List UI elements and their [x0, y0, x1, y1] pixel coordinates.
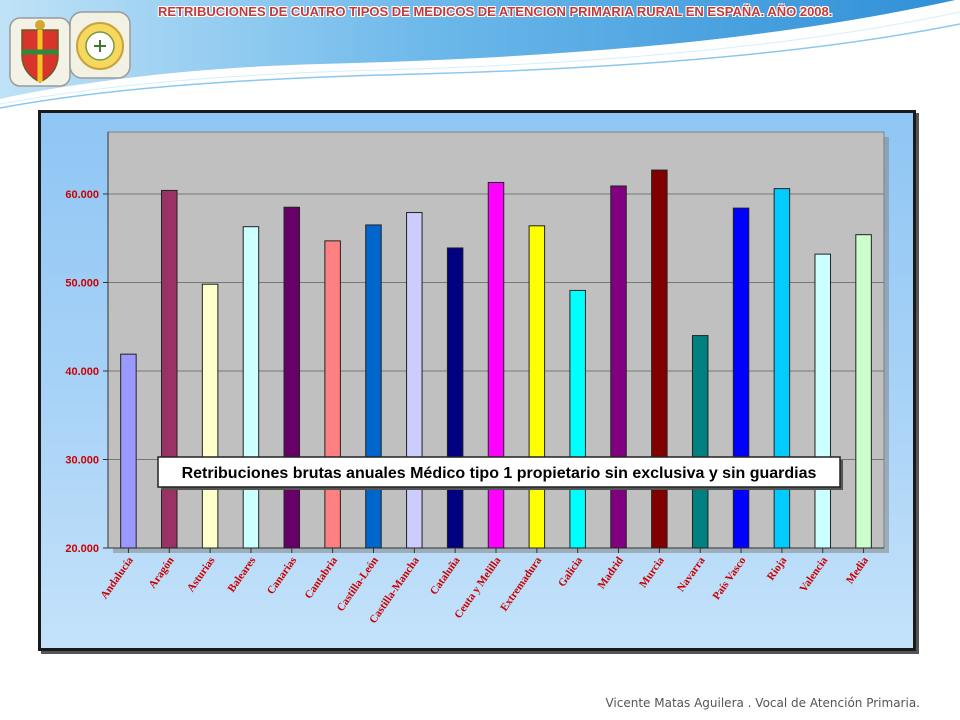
x-tick-label: Galicia: [556, 554, 585, 589]
bar-3: [242, 226, 260, 549]
x-tick-label: Castilla-León: [335, 555, 381, 614]
logo-seal-right: [69, 11, 131, 79]
bar-15: [732, 207, 750, 549]
y-tick-label: 30.000: [65, 454, 99, 466]
bar-11: [569, 289, 586, 549]
x-tick-label: Murcia: [637, 554, 667, 590]
x-tick-label: Navarra: [675, 554, 708, 594]
bar-10: [528, 225, 546, 549]
x-tick-label: Canarias: [265, 554, 300, 597]
bar-2: [201, 283, 219, 549]
footer-credit: Vicente Matas Aguilera . Vocal de Atenci…: [605, 696, 920, 710]
bar-18: [855, 234, 872, 549]
x-tick-label: Rioja: [765, 554, 790, 582]
x-tick-label: Cantabria: [303, 554, 341, 601]
x-tick-label: Media: [844, 554, 871, 586]
y-tick-label: 60.000: [65, 189, 99, 201]
y-tick-label: 20.000: [65, 543, 99, 555]
x-tick-label: País Vasco: [710, 554, 748, 602]
bar-13: [651, 169, 668, 549]
bar-17: [814, 253, 831, 549]
x-tick-label: Aragón: [147, 555, 177, 591]
x-tick-label: Cataluña: [428, 554, 463, 597]
bar-8: [446, 247, 464, 549]
x-tick-label: Andalucía: [98, 554, 136, 601]
bar-7: [406, 212, 423, 549]
x-tick-label: Extremadura: [498, 554, 544, 613]
bar-6: [365, 224, 382, 549]
y-tick-label: 40.000: [65, 366, 99, 378]
x-tick-label: Asturias: [185, 554, 218, 594]
chart-title-box: [157, 456, 841, 488]
bar-0: [120, 353, 137, 549]
bar-14: [691, 335, 709, 549]
bar-5: [324, 240, 341, 549]
bar-12: [610, 185, 627, 549]
logo-shield-left: [9, 17, 71, 87]
chart-frame: 20.000 30.000 40.000 50.000 60.000 Andalucía A…: [38, 110, 916, 651]
x-tick-label: Valencia: [797, 554, 830, 594]
chart-title: Retribuciones brutas anuales Médico tipo…: [182, 465, 817, 482]
bar-chart: 20.000 30.000 40.000 50.000 60.000 Andalucía A…: [65, 131, 889, 626]
header-wave-decoration: [0, 0, 960, 109]
x-tick-label: Baleares: [226, 554, 259, 594]
bar-9: [487, 181, 505, 549]
bar-16: [773, 188, 791, 549]
x-tick-label: Madrid: [595, 555, 626, 591]
bar-4: [283, 206, 301, 549]
bar-1: [161, 189, 178, 549]
y-tick-label: 50.000: [65, 277, 99, 289]
slide-title: RETRIBUCIONES DE CUATRO TIPOS DE MEDICOS…: [158, 4, 833, 19]
